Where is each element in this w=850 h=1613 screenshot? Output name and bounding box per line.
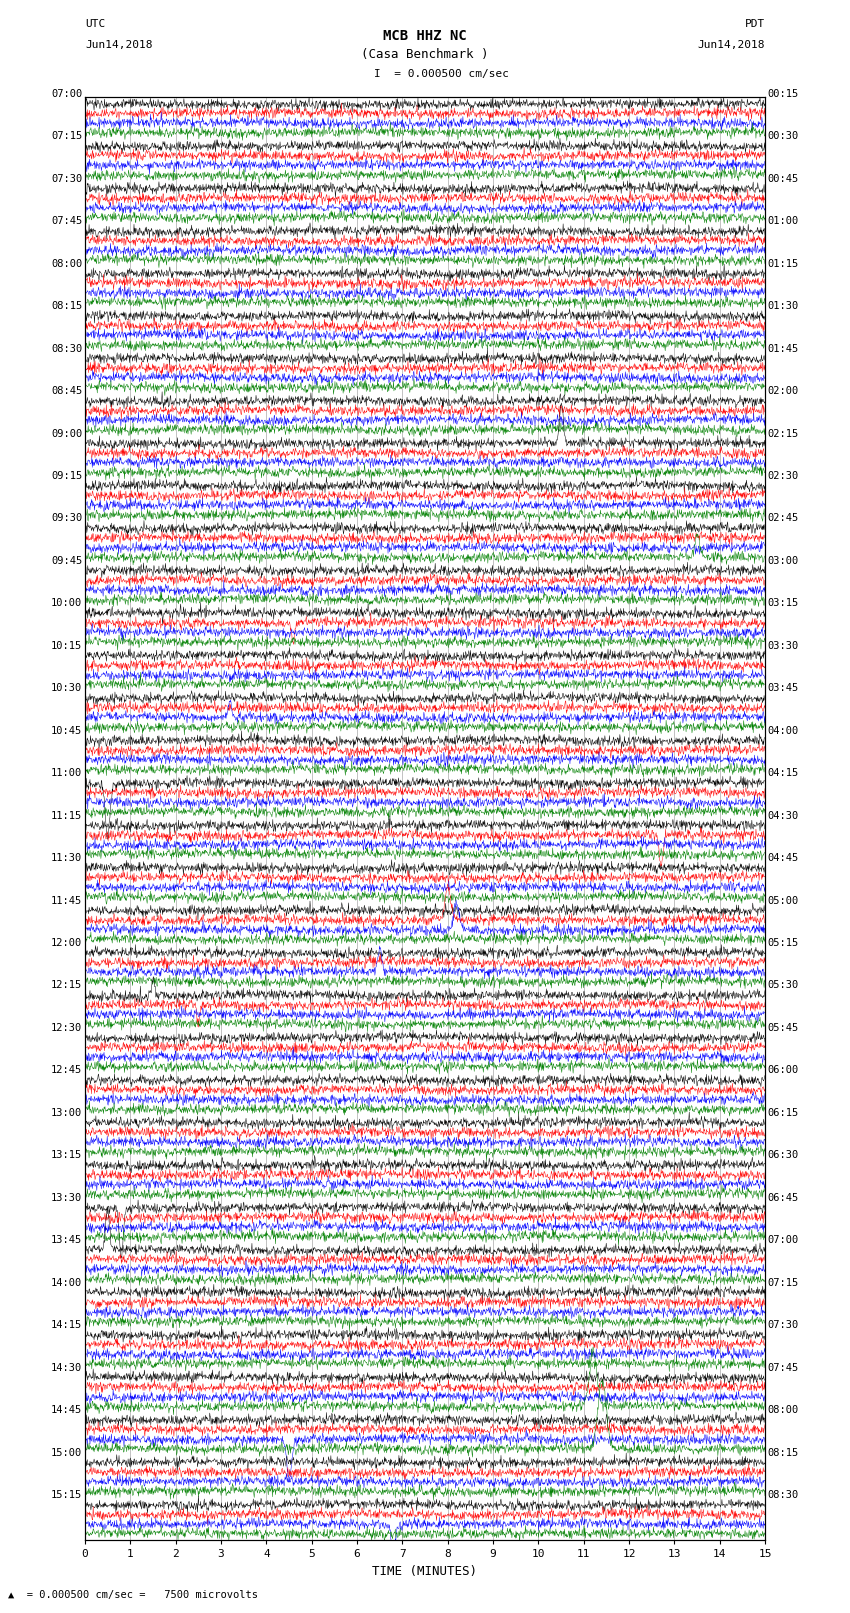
Text: Jun14,2018: Jun14,2018 [698, 40, 765, 50]
Text: PDT: PDT [745, 19, 765, 29]
Text: UTC: UTC [85, 19, 105, 29]
Text: ▲  = 0.000500 cm/sec =   7500 microvolts: ▲ = 0.000500 cm/sec = 7500 microvolts [8, 1590, 258, 1600]
Text: I  = 0.000500 cm/sec: I = 0.000500 cm/sec [374, 69, 509, 79]
Text: Jun14,2018: Jun14,2018 [85, 40, 152, 50]
Text: (Casa Benchmark ): (Casa Benchmark ) [361, 48, 489, 61]
X-axis label: TIME (MINUTES): TIME (MINUTES) [372, 1565, 478, 1578]
Text: MCB HHZ NC: MCB HHZ NC [383, 29, 467, 44]
